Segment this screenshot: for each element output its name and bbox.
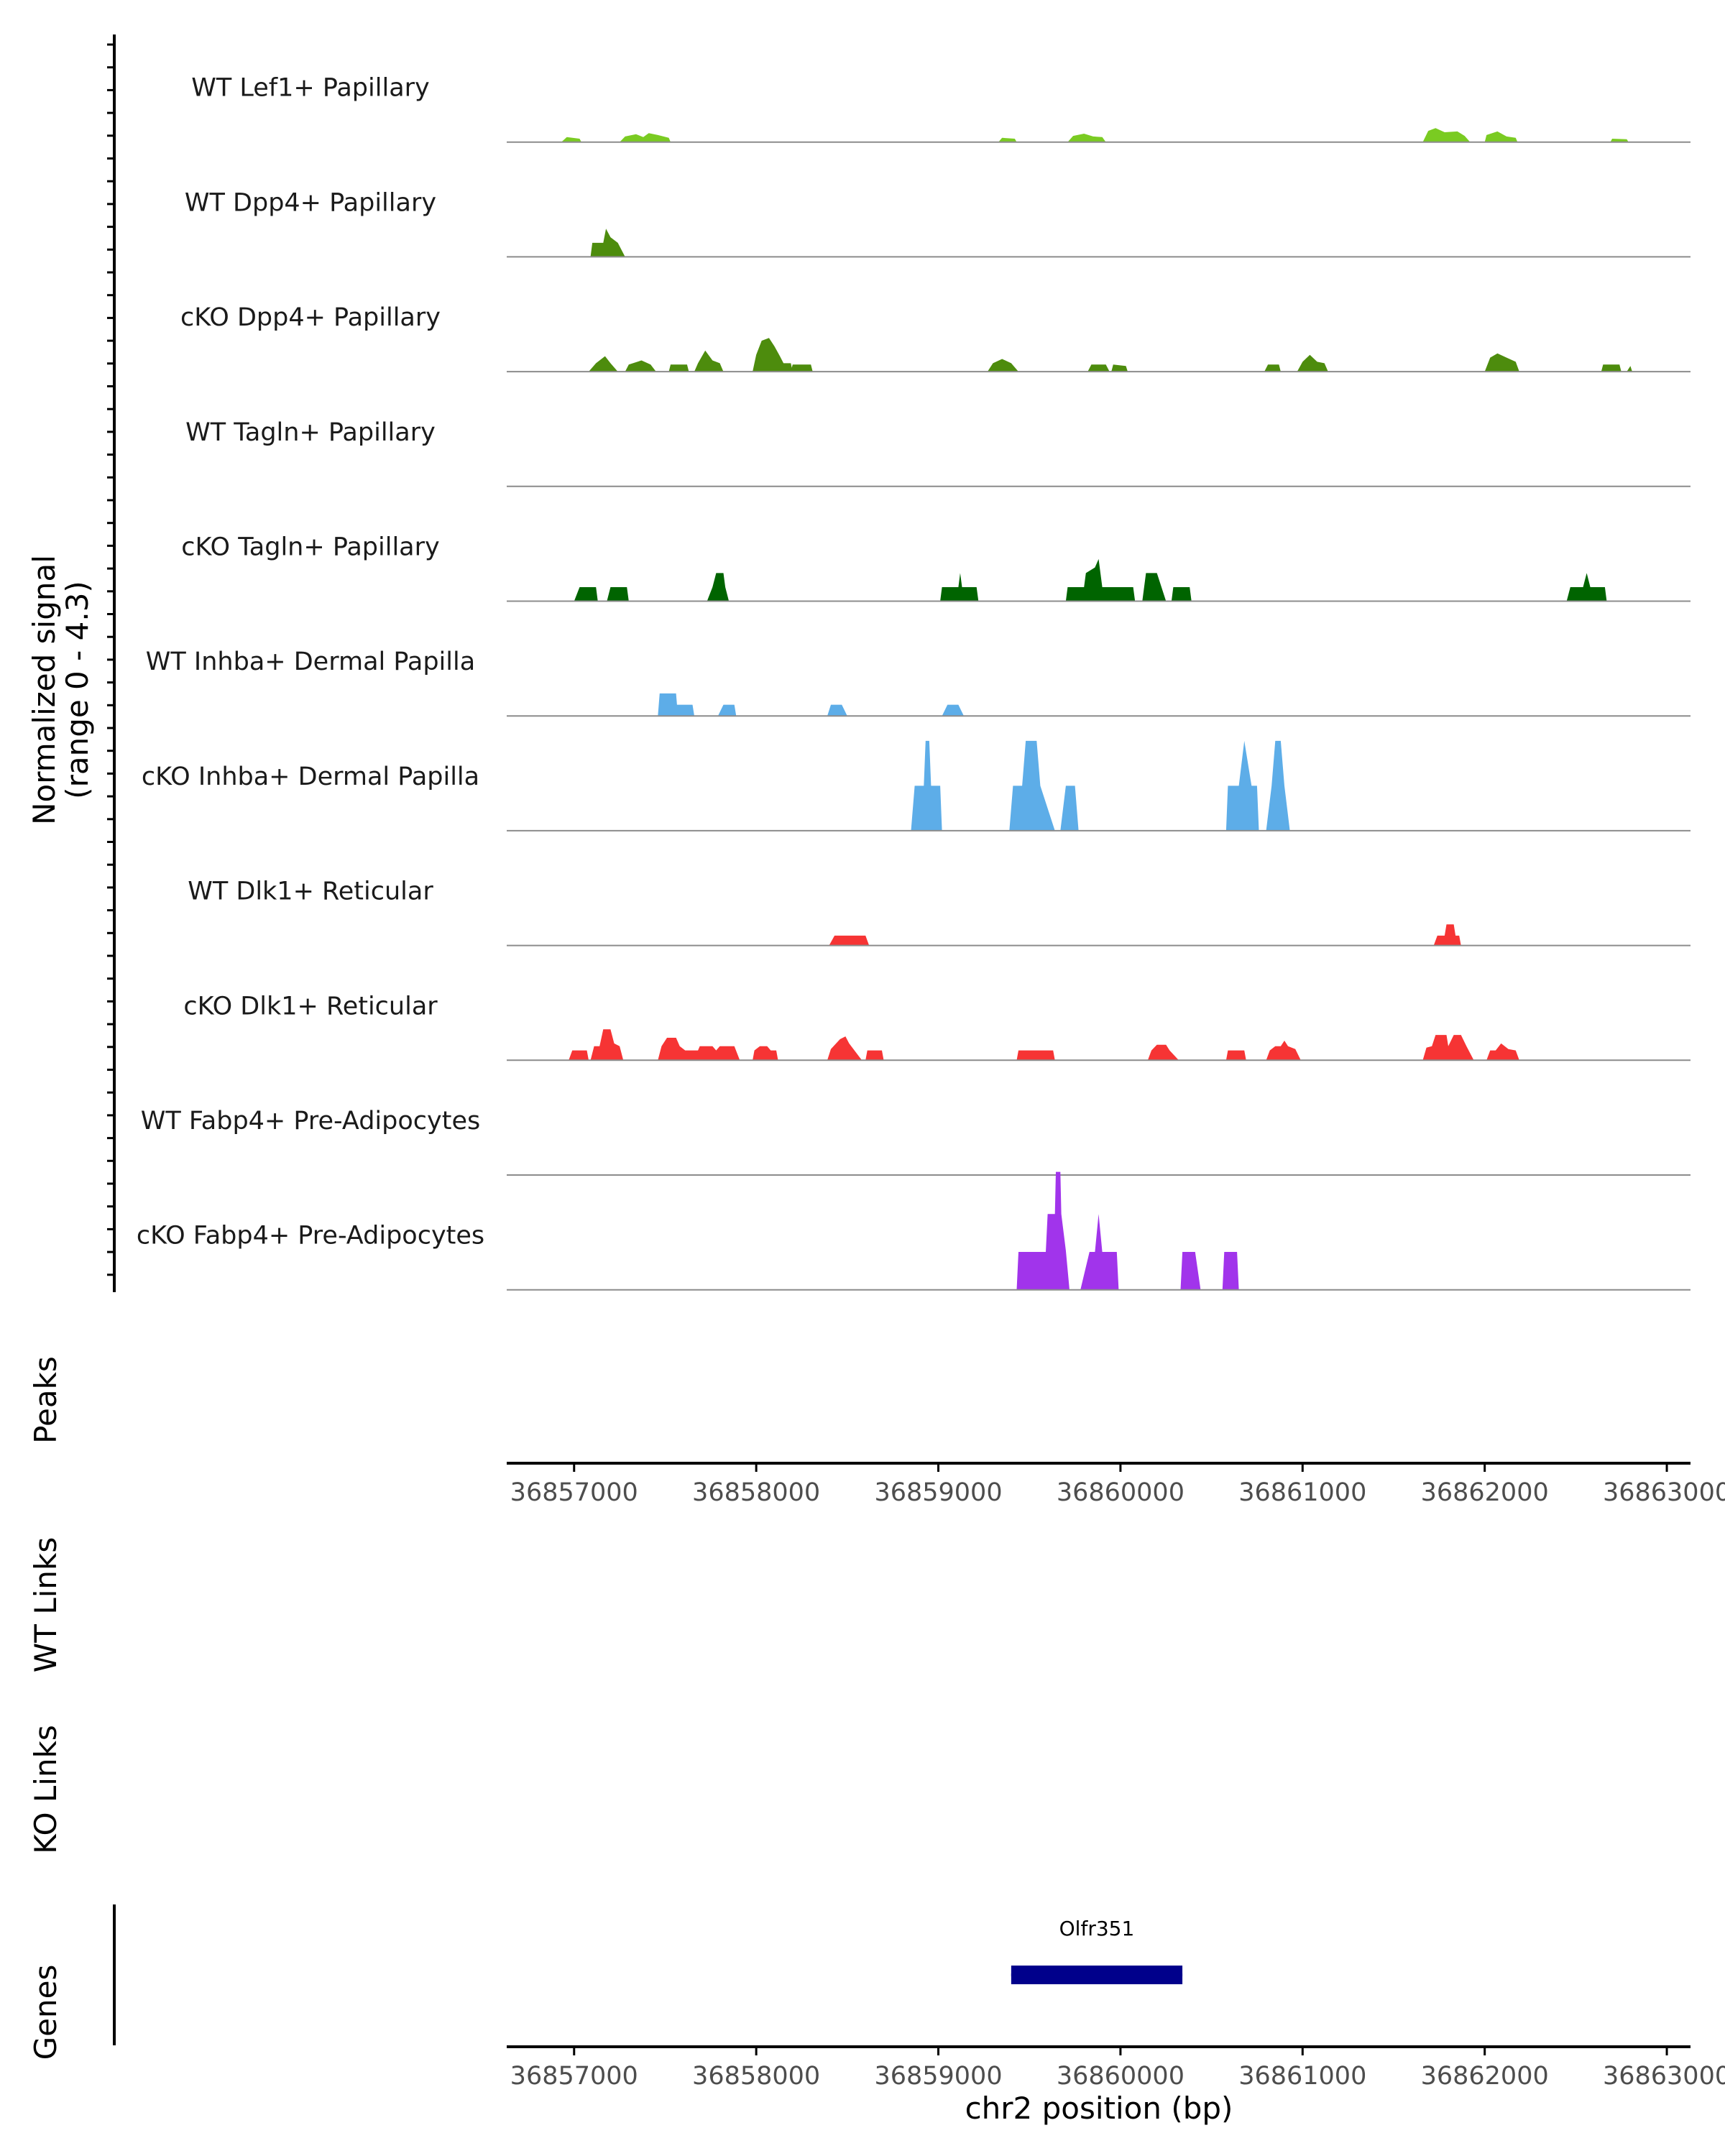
track-signal-cko-fabp4-pre-adipocytes xyxy=(1016,1171,1239,1290)
track-wt-fabp4-pre-adipocytes: WT Fabp4+ Pre-Adipocytes xyxy=(141,1107,1690,1176)
track-label-cko-inhba-dermal-papilla: cKO Inhba+ Dermal Papilla xyxy=(142,763,479,791)
coverage-x-axis-tick-label: 36862000 xyxy=(1421,1478,1549,1507)
gene-x-axis: 36857000 36858000 36859000 36860000 36861000… xyxy=(507,2045,1725,2091)
genes-panel-label: Genes xyxy=(28,1965,63,2060)
coverage-x-axis-tick-label: 36860000 xyxy=(1057,1478,1184,1507)
ko-links-panel-label: KO Links xyxy=(28,1725,63,1854)
x-axis-title: chr2 position (bp) xyxy=(965,2091,1233,2126)
track-signal-cko-dpp4-papillary xyxy=(589,338,1632,372)
track-cko-tagln-papillary: cKO Tagln+ Papillary xyxy=(181,533,1690,602)
track-label-cko-dlk1-reticular: cKO Dlk1+ Reticular xyxy=(183,992,438,1021)
track-wt-dpp4-papillary: WT Dpp4+ Papillary xyxy=(185,188,1690,258)
gene-x-axis-tick-label: 36857000 xyxy=(510,2062,638,2091)
coverage-x-axis-tick-label: 36857000 xyxy=(510,1478,638,1507)
signal-tracks: WT Lef1+ Papillary WT Dpp4+ Papillary cKO … xyxy=(137,74,1690,1291)
track-signal-wt-dlk1-reticular xyxy=(829,924,1461,946)
track-label-cko-dpp4-papillary: cKO Dpp4+ Papillary xyxy=(180,303,441,332)
gene-track: Olfr351 xyxy=(113,1904,1183,2045)
coverage-x-axis-tick-label: 36863000 xyxy=(1603,1478,1725,1507)
track-signal-wt-inhba-dermal-papilla xyxy=(658,693,964,717)
track-label-cko-tagln-papillary: cKO Tagln+ Papillary xyxy=(181,533,440,562)
track-cko-fabp4-pre-adipocytes: cKO Fabp4+ Pre-Adipocytes xyxy=(137,1171,1690,1291)
signal-y-axis xyxy=(107,34,116,1292)
track-label-wt-tagln-papillary: WT Tagln+ Papillary xyxy=(185,418,436,447)
gene-label-olfr351: Olfr351 xyxy=(1059,1917,1135,1940)
track-wt-dlk1-reticular: WT Dlk1+ Reticular xyxy=(188,877,1690,946)
coverage-x-axis-tick-label: 36858000 xyxy=(692,1478,820,1507)
track-wt-tagln-papillary: WT Tagln+ Papillary xyxy=(185,418,1690,487)
track-wt-inhba-dermal-papilla: WT Inhba+ Dermal Papilla xyxy=(146,648,1690,717)
track-signal-cko-inhba-dermal-papilla xyxy=(911,740,1290,831)
coverage-x-axis: 36857000 36858000 36859000 36860000 36861000… xyxy=(507,1462,1725,1507)
gene-x-axis-tick-label: 36861000 xyxy=(1238,2062,1366,2091)
track-signal-wt-dpp4-papillary xyxy=(590,229,625,257)
track-label-wt-inhba-dermal-papilla: WT Inhba+ Dermal Papilla xyxy=(146,648,475,676)
gene-x-axis-tick-label: 36862000 xyxy=(1421,2062,1549,2091)
track-label-wt-fabp4-pre-adipocytes: WT Fabp4+ Pre-Adipocytes xyxy=(141,1107,480,1135)
track-signal-wt-lef1-papillary xyxy=(561,128,1629,142)
track-cko-dlk1-reticular: cKO Dlk1+ Reticular xyxy=(183,992,1690,1061)
track-label-wt-lef1-papillary: WT Lef1+ Papillary xyxy=(191,74,430,103)
track-signal-cko-dlk1-reticular xyxy=(569,1029,1519,1061)
track-wt-lef1-papillary: WT Lef1+ Papillary xyxy=(191,74,1690,143)
track-label-wt-dlk1-reticular: WT Dlk1+ Reticular xyxy=(188,877,433,906)
track-cko-dpp4-papillary: cKO Dpp4+ Papillary xyxy=(180,303,1690,373)
signal-y-axis-label-line2: (range 0 - 4.3) xyxy=(60,581,95,799)
gene-x-axis-tick-label: 36858000 xyxy=(692,2062,820,2091)
coverage-x-axis-tick-label: 36861000 xyxy=(1238,1478,1366,1507)
peaks-panel-label: Peaks xyxy=(28,1356,63,1444)
gene-x-axis-tick-label: 36859000 xyxy=(874,2062,1002,2091)
track-cko-inhba-dermal-papilla: cKO Inhba+ Dermal Papilla xyxy=(142,740,1690,831)
coverage-x-axis-tick-label: 36859000 xyxy=(874,1478,1002,1507)
wt-links-panel-label: WT Links xyxy=(28,1537,63,1672)
track-signal-cko-tagln-papillary xyxy=(574,558,1607,602)
gene-x-axis-tick-label: 36863000 xyxy=(1603,2062,1725,2091)
track-label-cko-fabp4-pre-adipocytes: cKO Fabp4+ Pre-Adipocytes xyxy=(137,1222,484,1250)
track-label-wt-dpp4-papillary: WT Dpp4+ Papillary xyxy=(185,188,436,217)
gene-x-axis-tick-label: 36860000 xyxy=(1057,2062,1184,2091)
signal-y-axis-label-line1: Normalized signal xyxy=(27,555,62,825)
